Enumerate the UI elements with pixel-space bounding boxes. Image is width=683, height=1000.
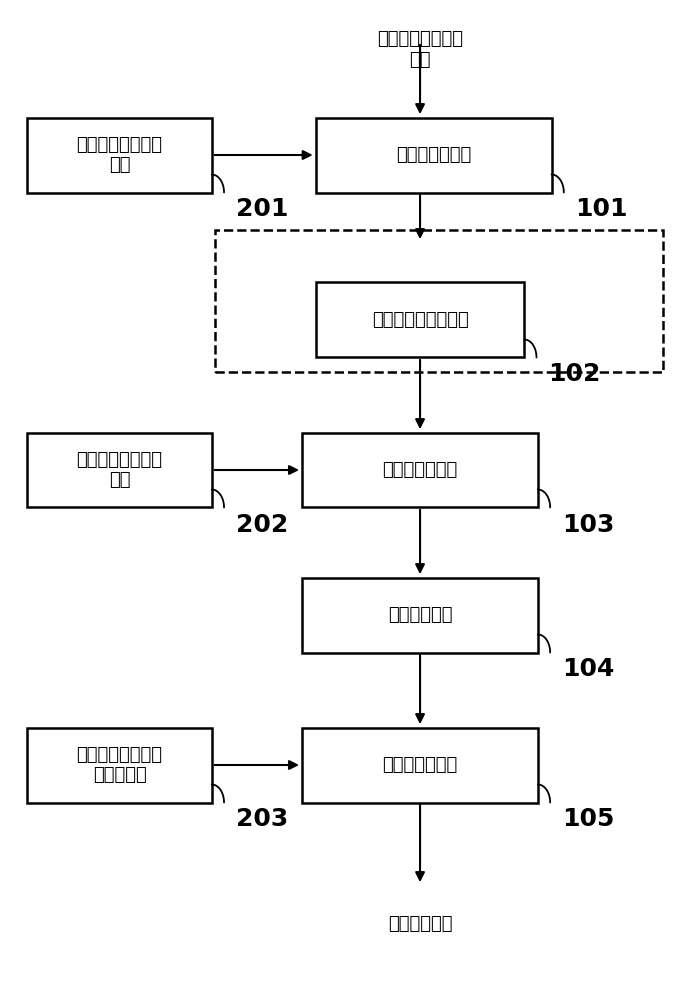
- Bar: [303, 432, 538, 507]
- Bar: [316, 282, 525, 357]
- Text: 微生物比对数据库
模块: 微生物比对数据库 模块: [76, 136, 163, 174]
- Bar: [303, 728, 538, 802]
- Text: 宏基因组测序数据
输入: 宏基因组测序数据 输入: [377, 30, 463, 69]
- Text: 102: 102: [548, 362, 600, 386]
- Bar: [27, 117, 212, 192]
- Text: 微生物代表基因组
数据库模块: 微生物代表基因组 数据库模块: [76, 746, 163, 784]
- Bar: [303, 577, 538, 652]
- Bar: [27, 728, 212, 802]
- Text: 201: 201: [236, 198, 288, 222]
- Text: 微生物比对模块: 微生物比对模块: [396, 146, 471, 164]
- Text: 101: 101: [575, 198, 628, 222]
- Text: 104: 104: [562, 658, 614, 682]
- Text: 203: 203: [236, 808, 288, 832]
- Text: 103: 103: [562, 512, 614, 536]
- Bar: [27, 432, 212, 507]
- Text: 微生物注释数据库
模块: 微生物注释数据库 模块: [76, 451, 163, 489]
- Text: 微生物比对校正模块: 微生物比对校正模块: [372, 311, 469, 329]
- Text: 分析结果输出: 分析结果输出: [388, 915, 452, 933]
- Text: 初步过滤模块: 初步过滤模块: [388, 606, 452, 624]
- Bar: [215, 230, 663, 372]
- Text: 进一步过滤模块: 进一步过滤模块: [382, 756, 458, 774]
- Text: 202: 202: [236, 512, 288, 536]
- Text: 微生物注释模块: 微生物注释模块: [382, 461, 458, 479]
- Bar: [316, 117, 552, 192]
- Text: 105: 105: [562, 808, 614, 832]
